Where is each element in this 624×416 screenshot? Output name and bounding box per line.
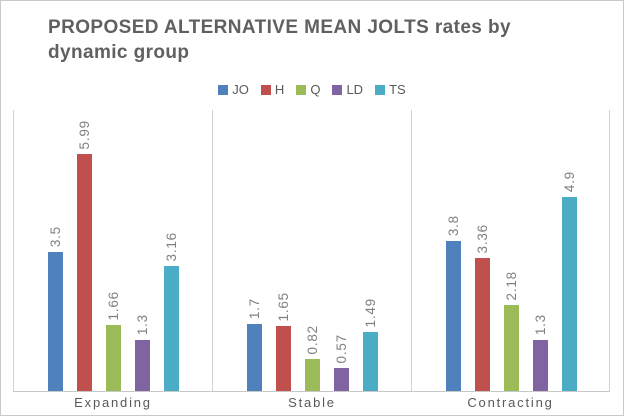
bar-value-label: 1.65 xyxy=(276,291,291,321)
chart-title: PROPOSED ALTERNATIVE MEAN JOLTS rates by… xyxy=(48,15,608,65)
bar-value-label: 3.16 xyxy=(164,231,179,261)
legend-item-q: Q xyxy=(296,82,320,97)
legend-item-ld: LD xyxy=(332,82,363,97)
category-label: Stable xyxy=(288,395,336,410)
category-label: Contracting xyxy=(467,395,554,410)
legend-label: TS xyxy=(389,82,406,97)
legend-swatch-icon xyxy=(218,84,229,95)
chart-title-line-1: PROPOSED ALTERNATIVE MEAN JOLTS rates by xyxy=(48,17,511,38)
bar-value-label: 0.82 xyxy=(305,324,320,354)
legend-swatch-icon xyxy=(332,84,343,95)
category-panel-expanding: 3.5 5.99 1.66 1.3 3.16 Expanding xyxy=(13,110,212,410)
bar-q-contracting xyxy=(504,305,519,391)
legend-item-h: H xyxy=(260,82,285,97)
bar-value-label: 3.36 xyxy=(475,223,490,253)
bar-ld-stable xyxy=(334,368,349,391)
bar-h-expanding xyxy=(77,154,92,391)
legend-label: H xyxy=(274,82,285,97)
bar-value-label: 4.9 xyxy=(562,170,577,192)
bar-ts-contracting xyxy=(562,197,577,391)
bar-value-label: 2.18 xyxy=(504,270,519,300)
legend-swatch-icon xyxy=(296,84,307,95)
bar-h-stable xyxy=(276,326,291,391)
bar-value-label: 1.49 xyxy=(363,297,378,327)
bar-jo-stable xyxy=(247,324,262,391)
category-label: Expanding xyxy=(74,395,152,410)
legend-item-jo: JO xyxy=(218,82,249,97)
bar-h-contracting xyxy=(475,258,490,391)
bar-ts-stable xyxy=(363,332,378,391)
legend-swatch-icon xyxy=(260,84,271,95)
bar-value-label: 3.5 xyxy=(48,225,63,247)
bar-value-label: 3.8 xyxy=(446,214,461,236)
category-panel-stable: 1.7 1.65 0.82 0.57 1.49 Stable xyxy=(212,110,411,410)
bar-jo-expanding xyxy=(48,252,63,391)
plot-area: 3.5 5.99 1.66 1.3 3.16 Expanding 1.7 1.65 0.82 0.… xyxy=(13,110,610,410)
bar-value-label: 5.99 xyxy=(77,119,92,149)
bar-q-expanding xyxy=(106,325,121,391)
bar-value-label: 1.7 xyxy=(247,297,262,319)
chart-legend: JO H Q LD TS xyxy=(1,82,623,97)
bar-ld-contracting xyxy=(533,340,548,391)
legend-label: Q xyxy=(310,82,321,97)
bar-value-label: 1.66 xyxy=(106,290,121,320)
legend-label: JO xyxy=(232,82,249,97)
bar-value-label: 1.3 xyxy=(533,313,548,335)
chart-title-line-2: dynamic group xyxy=(48,42,190,63)
bar-value-label: 1.3 xyxy=(135,313,150,335)
bar-ts-expanding xyxy=(164,266,179,391)
bar-jo-contracting xyxy=(446,241,461,391)
category-panel-contracting: 3.8 3.36 2.18 1.3 4.9 Contracting xyxy=(411,110,610,410)
legend-swatch-icon xyxy=(375,84,386,95)
bar-ld-expanding xyxy=(135,340,150,391)
legend-label: LD xyxy=(346,82,364,97)
bar-q-stable xyxy=(305,359,320,391)
legend-item-ts: TS xyxy=(375,82,406,97)
bar-value-label: 0.57 xyxy=(334,333,349,363)
